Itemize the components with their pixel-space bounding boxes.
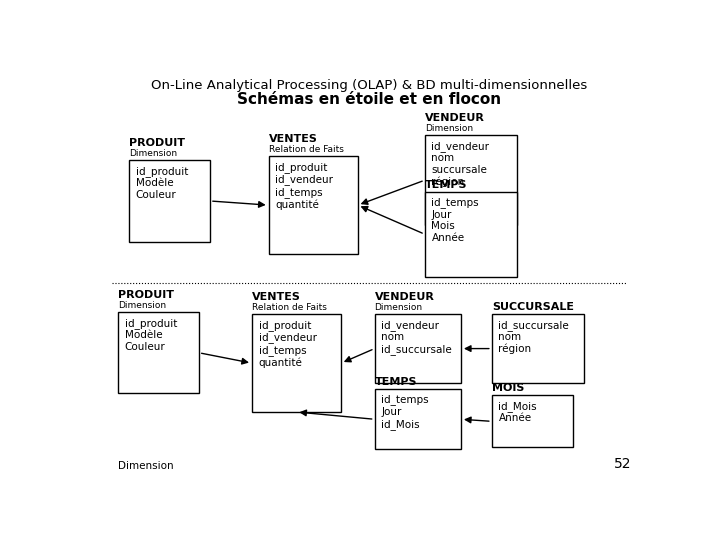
Text: Dimension: Dimension (374, 303, 423, 312)
Text: MOIS: MOIS (492, 383, 524, 393)
Text: VENTES: VENTES (269, 134, 318, 144)
Text: Dimension: Dimension (118, 462, 174, 471)
Text: PRODUIT: PRODUIT (129, 138, 185, 149)
Text: TEMPS: TEMPS (374, 377, 417, 387)
Bar (492, 314, 584, 383)
Text: id_vendeur
nom
succursale
région: id_vendeur nom succursale région (431, 141, 490, 187)
Text: Relation de Faits: Relation de Faits (252, 303, 327, 312)
Text: VENTES: VENTES (252, 292, 301, 302)
Text: id_temps
Jour
Mois
Année: id_temps Jour Mois Année (431, 197, 479, 243)
Text: id_produit
Modèle
Couleur: id_produit Modèle Couleur (125, 318, 177, 352)
Bar (129, 160, 210, 241)
Bar (269, 156, 358, 254)
Text: id_produit
id_vendeur
id_temps
quantité: id_produit id_vendeur id_temps quantité (275, 161, 333, 210)
Bar (425, 136, 517, 225)
Bar (374, 389, 461, 449)
Text: PRODUIT: PRODUIT (118, 290, 174, 300)
Text: id_vendeur
nom
id_succursale: id_vendeur nom id_succursale (382, 320, 452, 355)
Text: VENDEUR: VENDEUR (374, 292, 434, 302)
Text: Dimension: Dimension (129, 150, 177, 158)
Text: id_produit
id_vendeur
id_temps
quantité: id_produit id_vendeur id_temps quantité (258, 320, 317, 368)
Text: SUCCURSALE: SUCCURSALE (492, 302, 574, 312)
Text: Dimension: Dimension (425, 124, 473, 133)
Bar (118, 312, 199, 393)
Bar (374, 314, 461, 383)
Text: id_produit
Modèle
Couleur: id_produit Modèle Couleur (136, 166, 188, 200)
Text: 52: 52 (613, 457, 631, 471)
Text: id_succursale
nom
région: id_succursale nom région (498, 320, 570, 354)
Bar (425, 192, 517, 277)
Text: Relation de Faits: Relation de Faits (269, 145, 343, 154)
Bar (492, 395, 572, 447)
Text: VENDEUR: VENDEUR (425, 113, 485, 124)
Text: TEMPS: TEMPS (425, 179, 467, 190)
Bar (252, 314, 341, 412)
Text: id_temps
Jour
id_Mois: id_temps Jour id_Mois (382, 395, 429, 429)
Text: On-Line Analytical Processing (OLAP) & BD multi-dimensionnelles: On-Line Analytical Processing (OLAP) & B… (151, 79, 587, 92)
Text: id_Mois
Année: id_Mois Année (498, 401, 537, 423)
Text: Schémas en étoile et en flocon: Schémas en étoile et en flocon (237, 92, 501, 107)
Text: Dimension: Dimension (118, 301, 166, 310)
